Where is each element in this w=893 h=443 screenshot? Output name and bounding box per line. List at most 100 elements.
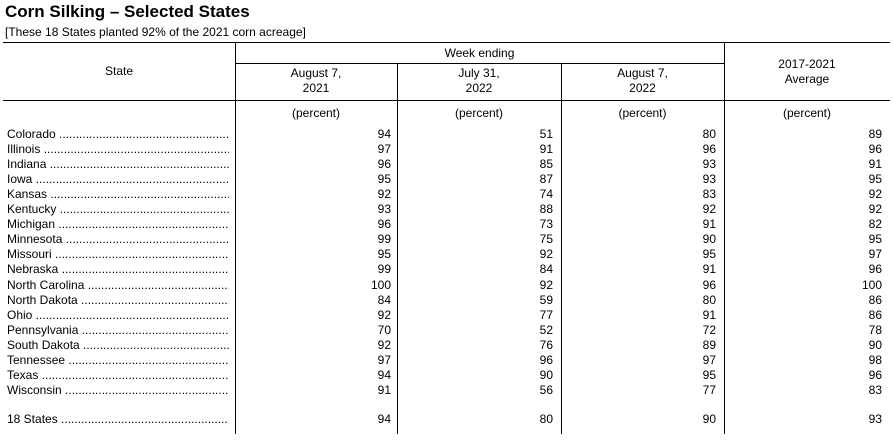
col-divider-2 bbox=[397, 64, 398, 434]
unit-label-col-4: (percent) bbox=[782, 106, 832, 120]
header-col-3-line-2: 2022 bbox=[629, 81, 656, 95]
cell-value-col-1: 99 bbox=[377, 232, 391, 246]
cell-value-col-4: 82 bbox=[868, 217, 882, 231]
table-row: Indiana 96 85 93 91 bbox=[0, 157, 893, 172]
cell-value-col-2: 87 bbox=[539, 172, 553, 186]
cell-value-col-3: 95 bbox=[702, 247, 716, 261]
state-name: Colorado bbox=[7, 127, 229, 142]
cell-value-col-4: 98 bbox=[868, 353, 882, 367]
table-row: Colorado 94 51 80 89 bbox=[0, 127, 893, 142]
header-state: State bbox=[104, 64, 134, 78]
cell-value-col-1: 94 bbox=[377, 368, 391, 382]
cell-value-col-4: 86 bbox=[868, 293, 882, 307]
state-name: North Carolina bbox=[7, 278, 229, 293]
cell-value-col-3: 90 bbox=[702, 412, 716, 426]
cell-value-col-1: 91 bbox=[377, 383, 391, 397]
state-name: Pennsylvania bbox=[7, 323, 229, 338]
header-col-2: July 31, 2022 bbox=[397, 66, 561, 96]
cell-value-col-4: 91 bbox=[868, 157, 882, 171]
cell-value-col-2: 52 bbox=[539, 323, 553, 337]
header-col-4-line-1: 2017-2021 bbox=[778, 57, 836, 71]
cell-value-col-4: 90 bbox=[868, 338, 882, 352]
cell-value-col-2: 84 bbox=[539, 262, 553, 276]
cell-value-col-4: 93 bbox=[868, 412, 882, 426]
cell-value-col-1: 96 bbox=[377, 217, 391, 231]
state-name: North Dakota bbox=[7, 293, 229, 308]
cell-value-col-4: 89 bbox=[868, 127, 882, 141]
cell-value-col-3: 91 bbox=[702, 308, 716, 322]
col-divider-4 bbox=[724, 43, 725, 434]
table-row: Michigan 96 73 91 82 bbox=[0, 217, 893, 232]
cell-value-col-3: 91 bbox=[702, 262, 716, 276]
table-row: Texas 94 90 95 96 bbox=[0, 368, 893, 383]
header-col-4-line-2: Average bbox=[784, 72, 830, 86]
table-row: Ohio 92 77 91 86 bbox=[0, 308, 893, 323]
cell-value-col-4: 92 bbox=[868, 187, 882, 201]
cell-value-col-2: 56 bbox=[539, 383, 553, 397]
state-name: Michigan bbox=[7, 217, 229, 232]
cell-value-col-1: 96 bbox=[377, 157, 391, 171]
header-col-2-line-1: July 31, bbox=[458, 66, 500, 80]
cell-value-col-3: 96 bbox=[702, 278, 716, 292]
state-name: Tennessee bbox=[7, 353, 229, 368]
cell-value-col-3: 97 bbox=[702, 353, 716, 367]
table-row: Missouri 95 92 95 97 bbox=[0, 247, 893, 262]
cell-value-col-4: 78 bbox=[868, 323, 882, 337]
cell-value-col-2: 80 bbox=[539, 412, 553, 426]
cell-value-col-3: 93 bbox=[702, 172, 716, 186]
state-name: Indiana bbox=[7, 157, 229, 172]
table-row: Wisconsin 91 56 77 83 bbox=[0, 383, 893, 398]
cell-value-col-3: 89 bbox=[702, 338, 716, 352]
cell-value-col-4: 96 bbox=[868, 368, 882, 382]
cell-value-col-2: 77 bbox=[539, 308, 553, 322]
cell-value-col-3: 95 bbox=[702, 368, 716, 382]
state-name: Missouri bbox=[7, 247, 229, 262]
cell-value-col-4: 100 bbox=[861, 278, 882, 292]
cell-value-col-2: 75 bbox=[539, 232, 553, 246]
cell-value-col-2: 76 bbox=[539, 338, 553, 352]
cell-value-col-4: 86 bbox=[868, 308, 882, 322]
cell-value-col-1: 97 bbox=[377, 353, 391, 367]
cell-value-col-1: 70 bbox=[377, 323, 391, 337]
cell-value-col-2: 96 bbox=[539, 353, 553, 367]
table-row: Tennessee 97 96 97 98 bbox=[0, 353, 893, 368]
header-col-2-line-2: 2022 bbox=[465, 81, 493, 95]
table-row: North Carolina 100 92 96 100 bbox=[0, 278, 893, 293]
header-week-ending: Week ending bbox=[444, 46, 515, 60]
cell-value-col-1: 93 bbox=[377, 202, 391, 216]
table-row: Minnesota 99 75 90 95 bbox=[0, 232, 893, 247]
cell-value-col-1: 95 bbox=[377, 247, 391, 261]
state-name: Wisconsin bbox=[7, 383, 229, 398]
cell-value-col-3: 72 bbox=[702, 323, 716, 337]
table-row: Iowa 95 87 93 95 bbox=[0, 172, 893, 187]
cell-value-col-1: 92 bbox=[377, 338, 391, 352]
cell-value-col-3: 96 bbox=[702, 142, 716, 156]
table-row: Nebraska 99 84 91 96 bbox=[0, 262, 893, 277]
state-name: 18 States bbox=[7, 412, 229, 427]
cell-value-col-2: 74 bbox=[539, 187, 553, 201]
table-top-rule bbox=[3, 42, 890, 43]
table-row: Illinois 97 91 96 96 bbox=[0, 142, 893, 157]
unit-label-col-2: (percent) bbox=[454, 106, 504, 120]
cell-value-col-2: 88 bbox=[539, 202, 553, 216]
state-name: Kentucky bbox=[7, 202, 229, 217]
cell-value-col-3: 80 bbox=[702, 127, 716, 141]
cell-value-col-4: 95 bbox=[868, 232, 882, 246]
header-col-1: August 7, 2021 bbox=[235, 66, 397, 96]
cell-value-col-4: 96 bbox=[868, 262, 882, 276]
state-name: South Dakota bbox=[7, 338, 229, 353]
cell-value-col-4: 97 bbox=[868, 247, 882, 261]
cell-value-col-2: 51 bbox=[539, 127, 553, 141]
page-subtitle: [These 18 States planted 92% of the 2021… bbox=[5, 25, 306, 39]
header-col-1-line-2: 2021 bbox=[302, 81, 330, 95]
cell-value-col-4: 95 bbox=[868, 172, 882, 186]
cell-value-col-1: 94 bbox=[377, 412, 391, 426]
cell-value-col-2: 85 bbox=[539, 157, 553, 171]
cell-value-col-3: 80 bbox=[702, 293, 716, 307]
page-title: Corn Silking – Selected States bbox=[5, 2, 250, 21]
col-divider-1 bbox=[235, 43, 236, 434]
cell-value-col-1: 97 bbox=[377, 142, 391, 156]
cell-value-col-2: 92 bbox=[539, 247, 553, 261]
table-row: North Dakota 84 59 80 86 bbox=[0, 293, 893, 308]
cell-value-col-3: 93 bbox=[702, 157, 716, 171]
